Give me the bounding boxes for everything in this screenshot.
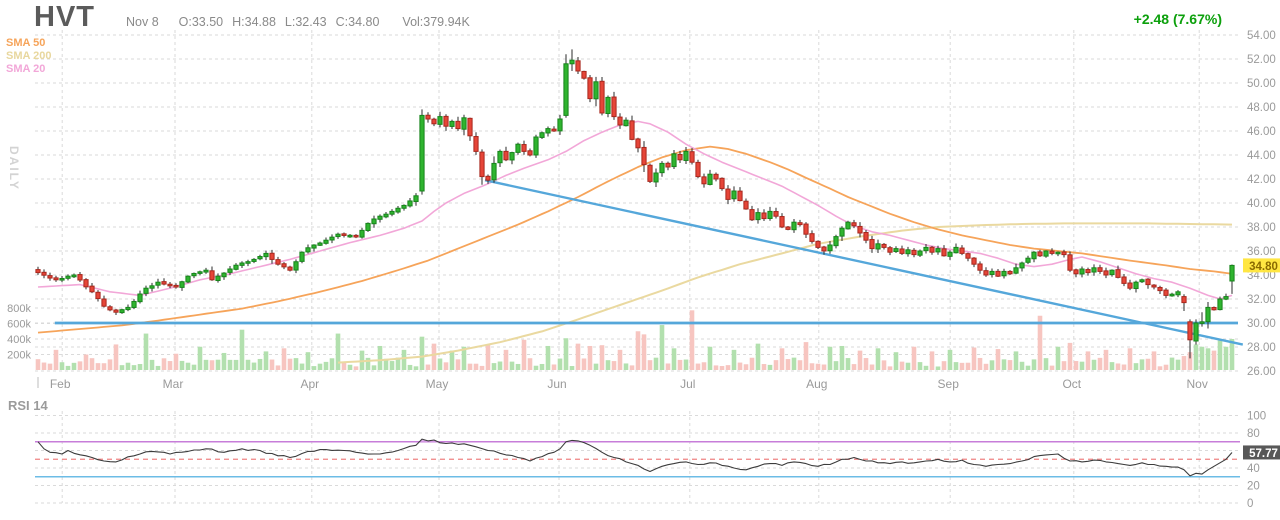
price-axis-label: 34.00 <box>1247 270 1276 282</box>
value-badges: 34.80 57.77 <box>1243 258 1280 460</box>
price-axis-label: 54.00 <box>1247 30 1276 42</box>
price-axis-label: 46.00 <box>1247 126 1276 138</box>
price-axis-label: 26.00 <box>1247 366 1276 378</box>
month-axis-label: Nov <box>1187 377 1208 391</box>
drawn-lines <box>54 179 1244 346</box>
volume-bars <box>35 310 1235 370</box>
price-axis-label: 30.00 <box>1247 318 1276 330</box>
quote-info-bar: Nov 8 O:33.50 H:34.88 L:32.43 C:34.80 Vol:379… <box>126 15 470 29</box>
volume-axis-label: 600k <box>7 319 31 331</box>
rsi-panel-label: RSI 14 <box>8 398 48 413</box>
price-axis-label: 48.00 <box>1247 102 1276 114</box>
month-axis-label: May <box>426 377 449 391</box>
quote-low: L:32.43 <box>284 15 327 29</box>
month-axis-label: Apr <box>300 377 319 391</box>
rsi-line[interactable] <box>37 438 1233 477</box>
month-axis-label: Mar <box>163 377 184 391</box>
rsi-panel <box>35 438 1240 478</box>
month-axis-label: Sep <box>938 377 960 391</box>
quote-open: O:33.50 <box>178 15 224 29</box>
legend-sma-200[interactable]: SMA 200 <box>6 50 52 62</box>
rsi-axis-label: 20 <box>1247 481 1260 493</box>
axis-labels: 54.00 52.00 50.00 48.00 46.00 44.00 42.00 40.00… <box>7 30 1276 510</box>
sma-20-line <box>37 120 1233 300</box>
quote-high: H:34.88 <box>232 15 276 29</box>
timeframe-label: DAILY <box>7 146 21 191</box>
month-axis-label: Oct <box>1062 377 1081 391</box>
month-axis-label: Jun <box>547 377 566 391</box>
quote-date: Nov 8 <box>126 15 159 29</box>
quote-close: C:34.80 <box>335 15 380 29</box>
candles-layer <box>35 49 1235 359</box>
volume-axis-label: 200k <box>7 350 31 362</box>
price-axis-label: 28.00 <box>1247 342 1276 354</box>
legend-sma-20[interactable]: SMA 20 <box>6 63 46 75</box>
rsi-axis-label: 40 <box>1247 463 1260 475</box>
sma-200-line <box>337 222 1233 364</box>
ticker-symbol: HVT <box>34 1 95 33</box>
month-axis-label: Jul <box>680 377 695 391</box>
legend-sma-50[interactable]: SMA 50 <box>6 37 46 49</box>
price-change-badge: +2.48 (7.67%) <box>1133 11 1222 27</box>
rsi-value-badge-text: 57.77 <box>1249 448 1278 460</box>
price-axis-label: 40.00 <box>1247 198 1276 210</box>
volume-axis-label: 400k <box>7 334 31 346</box>
price-axis-label: 36.00 <box>1247 246 1276 258</box>
volume-axis-label: 800k <box>7 303 31 315</box>
month-axis-label: Aug <box>806 377 827 391</box>
current-price-badge <box>1243 258 1280 273</box>
price-axis-label: 38.00 <box>1247 222 1276 234</box>
current-price-badge-text: 34.80 <box>1249 261 1278 273</box>
price-axis-label: 42.00 <box>1247 174 1276 186</box>
price-axis-label: 44.00 <box>1247 150 1276 162</box>
rsi-axis-label: 0 <box>1247 498 1253 510</box>
quote-volume: Vol:379.94K <box>402 15 470 29</box>
sma-legend: SMA 50 SMA 200 SMA 20 <box>6 37 51 76</box>
rsi-axis-label: 100 <box>1247 411 1266 423</box>
rsi-value-badge <box>1243 445 1280 460</box>
price-axis-label: 50.00 <box>1247 78 1276 90</box>
sma-50-line <box>37 145 1233 334</box>
price-axis-label: 32.00 <box>1247 294 1276 306</box>
descending-trendline[interactable] <box>484 179 1244 346</box>
price-axis-label: 52.00 <box>1247 54 1276 66</box>
rsi-axis-label: 80 <box>1247 428 1260 440</box>
gridlines <box>35 30 1240 504</box>
month-axis-label: Feb <box>50 377 71 391</box>
